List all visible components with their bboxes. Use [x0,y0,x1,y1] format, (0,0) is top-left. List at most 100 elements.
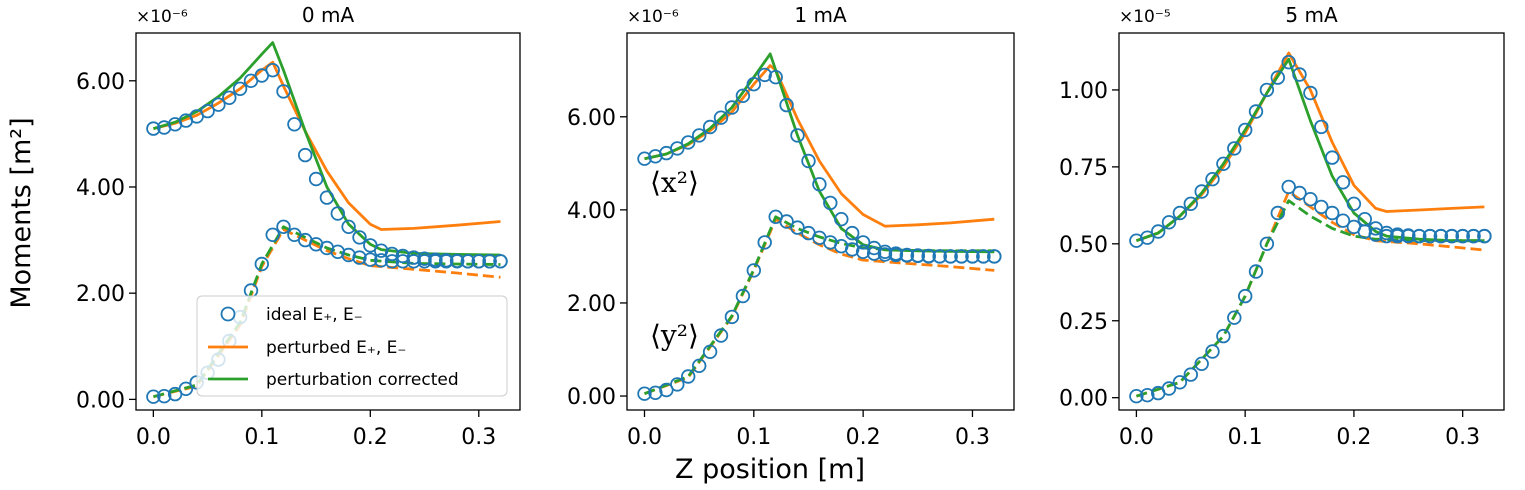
perturbed-y2-line [153,228,501,399]
ideal-x2-marker [211,97,226,112]
y-tick-label: 0.75 [1059,156,1108,181]
ideal-y2-marker [1455,228,1470,244]
x-tick-label: 0.1 [736,425,771,450]
ideal-y2-marker [1422,228,1438,244]
y-axis-label: Moments [m²] [6,117,37,308]
ideal-y2-marker [1292,185,1307,201]
ideal-x2-marker [1237,122,1253,138]
ideal-y2-marker [987,249,1002,264]
ideal-y2-marker [482,254,497,269]
y-tick-label: 4.00 [76,176,125,201]
ideal-x2-marker [1270,70,1286,85]
ideal-y2-marker [1183,367,1199,382]
ideal-x2-marker [1248,104,1264,119]
ideal-y2-marker [352,250,367,265]
y-tick-label: 4.00 [567,199,616,224]
ideal-y2-marker [493,254,508,269]
ideal-y2-marker [1466,228,1481,244]
y-tick-label: 2.00 [76,282,125,307]
ideal-x2-marker [1161,215,1177,230]
ideal-y2-marker [1433,228,1449,244]
panel-title: 0 mA [302,3,355,27]
y-tick-label: 0.50 [1059,233,1108,258]
ideal-x2-marker [735,88,751,104]
ideal-x2-marker [670,141,685,156]
y-tick-label: 2.00 [567,292,616,317]
ideal-x2-marker [319,190,335,205]
y-tick-label: 6.00 [76,70,125,95]
x2-annotation: ⟨x²⟩ [650,166,699,199]
ideal-y2-marker [724,309,740,325]
ideal-x2-marker [1227,141,1242,156]
y2-annotation: ⟨y²⟩ [650,319,699,352]
ideal-y2-marker [395,254,411,269]
x-tick-label: 0.2 [846,425,881,450]
ideal-y2-marker [1314,199,1329,215]
ideal-x2-marker [724,100,740,115]
ideal-y2-marker [1368,227,1383,242]
panel-3: 0.00 0.25 0.50 0.75 1.00 0.0 0.1 0.2 0.3 5 mA ×10⁻… [1059,3,1505,450]
ideal-y2-marker [1303,191,1318,207]
ideal-y2-marker [692,358,707,374]
offset-text: ×10⁻⁵ [1119,7,1171,27]
ideal-y2-marker [735,288,751,304]
ideal-y2-marker [417,254,432,269]
panel-title: 1 mA [794,3,847,27]
ideal-x2-marker [790,128,805,143]
ideal-y2-marker [866,246,882,261]
ideal-x2-marker [812,177,827,192]
ideal-y2-marker [1140,388,1155,403]
ideal-x2-marker [823,195,838,211]
ideal-x2-marker [1205,171,1220,187]
legend-corrected-label: perturbation corrected [266,370,459,390]
ideal-x2-marker [384,246,400,262]
ideal-y2-marker [1237,288,1253,304]
perturbed-x2-line [1135,51,1485,243]
x-tick-label: 0.1 [244,425,279,450]
plot-frame [626,32,1015,411]
ideal-x2-marker [1314,119,1329,135]
x-tick-label: 0.3 [955,425,990,450]
ideal-y2-marker [910,248,926,264]
ideal-y2-marker [254,256,269,272]
ideal-y2-marker [276,219,291,235]
ideal-x2-marker [1183,196,1199,212]
ideal-x2-marker [855,235,871,250]
ideal-x2-marker [1259,82,1275,98]
ideal-x2-marker [222,90,237,106]
ideal-x2-marker [298,147,313,163]
x-tick-label: 0.0 [1119,425,1154,450]
ideal-x2-marker [713,110,729,125]
ideal-y2-marker [899,248,915,263]
offset-text: ×10⁻⁶ [136,7,188,27]
legend-perturbed-label: perturbed E₊, E₋ [266,338,406,358]
ideal-x2-marker [1335,175,1351,190]
ideal-x2-marker [1140,230,1155,245]
ideal-x2-marker [768,69,783,85]
ideal-x2-marker [352,230,367,245]
ideal-x2-marker [746,76,762,92]
ideal-y2-marker [178,381,194,397]
ideal-x2-marker [801,153,816,169]
x-tick-label: 0.1 [1228,425,1263,450]
ideal-y2-marker [1259,236,1275,252]
offset-text: ×10⁻⁶ [627,7,679,27]
ideal-x2-marker [330,206,346,221]
ideal-y2-marker [460,254,476,269]
ideal-y2-marker [1477,228,1492,244]
ideal-y2-marker [888,247,904,263]
ideal-y2-marker [363,252,378,267]
ideal-y2-marker [1335,213,1351,228]
ideal-x2-marker [1346,196,1362,212]
ideal-y2-marker [965,249,980,264]
ideal-x2-marker [637,151,652,166]
ideal-y2-marker [790,220,805,235]
y-tick-label: 6.00 [567,106,616,131]
ideal-x2-marker [287,117,302,132]
x-axis-label: Z position [m] [675,454,865,485]
ideal-x2-marker [1172,205,1188,221]
ideal-y2-marker [943,249,958,264]
ideal-y2-marker [845,242,860,257]
x-tick-label: 0.2 [1336,425,1371,450]
ideal-y2-marker [855,244,871,260]
